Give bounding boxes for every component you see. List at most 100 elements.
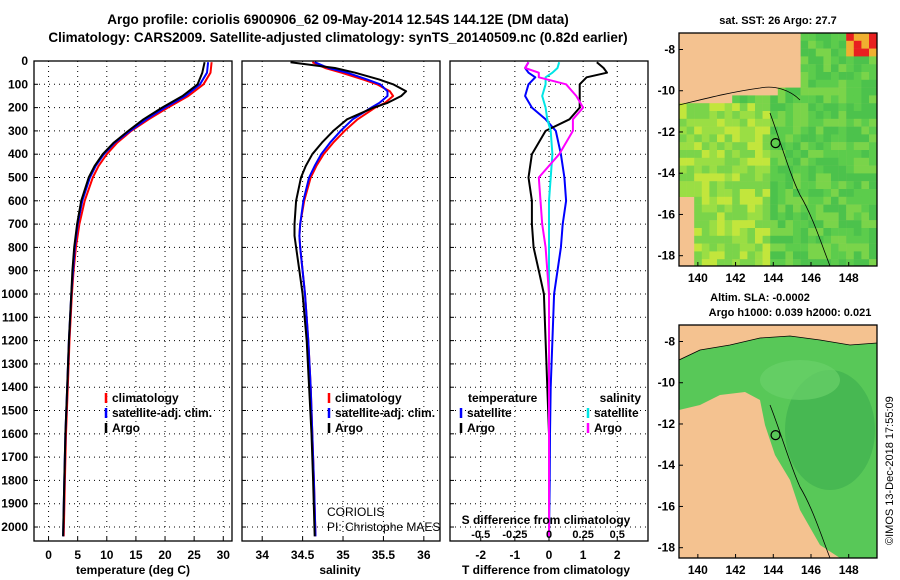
sst-cell (755, 189, 763, 197)
sst-cell (815, 118, 824, 127)
depth-tick-label: 300 (8, 124, 28, 138)
sst-cell (846, 95, 854, 104)
sst-cell (747, 204, 756, 213)
sst-cell (815, 111, 824, 119)
sst-cell (717, 181, 725, 190)
sst-cell (861, 87, 870, 96)
sst-cell (838, 196, 847, 205)
sst-cell (869, 126, 877, 135)
sst-cell (869, 196, 877, 205)
x-tick-label: 5 (74, 548, 81, 562)
depth-tick-label: 1700 (1, 450, 28, 464)
sst-cell (732, 235, 740, 244)
depth-tick-label: 500 (8, 171, 28, 185)
sst-cell (679, 142, 687, 151)
sst-cell (732, 134, 740, 143)
s-diff-tick-label: 0.5 (610, 529, 625, 541)
sst-cell (762, 150, 771, 158)
sst-cell (808, 173, 816, 182)
sst-cell (846, 157, 854, 166)
sst-cell (762, 235, 771, 244)
sst-cell (694, 103, 702, 112)
sst-cell (709, 235, 718, 244)
sst-cell (853, 181, 862, 190)
sst-cell (823, 95, 832, 104)
difference-grid (450, 60, 648, 541)
sst-cell (815, 220, 824, 229)
sst-cell (717, 118, 725, 127)
salinity-satellite-line (298, 61, 389, 537)
sst-cell (831, 204, 839, 213)
sst-cell (709, 228, 718, 236)
sst-cell (846, 259, 854, 266)
sst-cell (762, 165, 771, 174)
sst-cell (846, 235, 854, 244)
sst-cell (785, 196, 794, 205)
sst-cell (686, 142, 695, 151)
sst-cell (785, 142, 794, 151)
sst-cell (732, 118, 740, 127)
sst-cell (838, 150, 847, 158)
sst-cell (739, 173, 748, 182)
sst-cell (732, 95, 740, 104)
sst-cell (747, 165, 756, 174)
salinity-panel: 34 34.5 35 35.5 36 salinity climatologysatel… (241, 60, 441, 577)
sst-cell (777, 134, 786, 143)
sst-cell (755, 259, 763, 266)
sst-cell (762, 181, 771, 190)
sst-cell (747, 134, 756, 143)
sst-cell (724, 189, 733, 197)
sst-cell (777, 196, 786, 205)
sst-cell (732, 142, 740, 151)
sst-cell (739, 228, 748, 236)
sst-cell (869, 40, 877, 49)
sst-cell (808, 220, 816, 229)
sst-cell (853, 33, 862, 41)
sst-cell (770, 165, 778, 174)
sst-cell (724, 111, 733, 119)
tdiff-legend-title: temperature (468, 391, 538, 405)
sst-cell (739, 95, 748, 104)
sst-cell (762, 142, 771, 151)
sst-cell (755, 173, 763, 182)
sst-cell (785, 126, 794, 135)
sst-cell (823, 48, 832, 57)
salinity-diff-xlabel: S difference from climatology (462, 513, 631, 527)
sst-cell (861, 33, 870, 41)
sst-cell (732, 220, 740, 229)
sst-cell (861, 220, 870, 229)
sst-cell (777, 165, 786, 174)
sst-cell (800, 79, 809, 88)
sst-cell (785, 243, 794, 252)
sst-cell (724, 118, 733, 127)
sst-cell (800, 48, 809, 57)
sst-cell (838, 87, 847, 96)
lon-tick-label: 144 (763, 563, 783, 577)
depth-tick-label: 900 (8, 264, 28, 278)
sst-cell (694, 142, 702, 151)
sla-low-anomaly (785, 370, 875, 490)
sst-cell (732, 189, 740, 197)
sst-cell (869, 33, 877, 41)
sst-cell (815, 243, 824, 252)
sst-cell (739, 212, 748, 221)
sst-cell (747, 189, 756, 197)
sst-cell (846, 173, 854, 182)
sst-cell (846, 251, 854, 260)
sst-cell (777, 235, 786, 244)
sst-cell (717, 173, 725, 182)
sst-cell (777, 118, 786, 127)
sst-cell (815, 95, 824, 104)
sst-cell (686, 150, 695, 158)
sst-cell (762, 111, 771, 119)
sst-cell (694, 204, 702, 213)
sst-cell (853, 204, 862, 213)
sst-cell (709, 165, 718, 174)
sst-cell (686, 189, 695, 197)
x-tick-label: 34 (256, 548, 270, 562)
sst-cell (838, 56, 847, 65)
sst-cell (701, 235, 710, 244)
data-centre-note: CORIOLIS (327, 505, 384, 519)
sst-cell (701, 243, 710, 252)
lon-tick-label: 146 (801, 563, 821, 577)
